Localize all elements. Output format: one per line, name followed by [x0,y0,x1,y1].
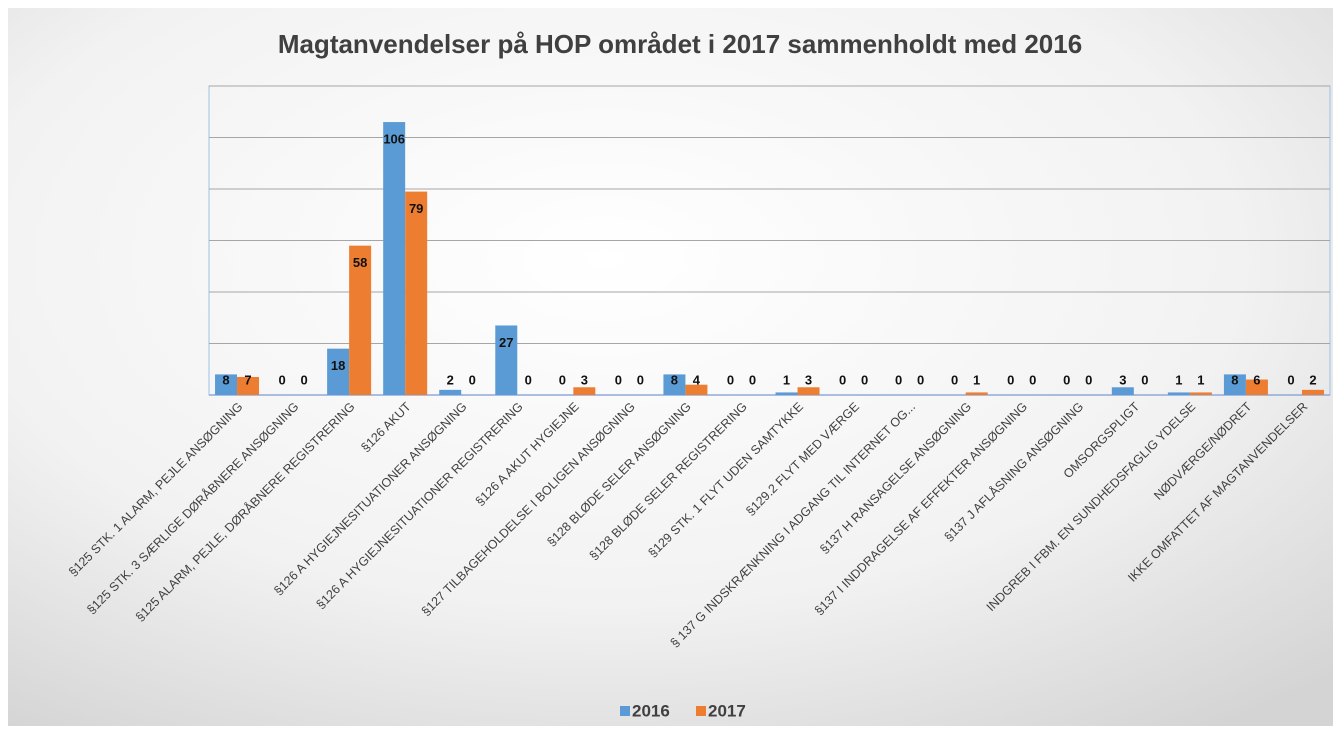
data-label: 0 [727,372,734,387]
data-label: 0 [1141,372,1148,387]
data-label: 0 [749,372,756,387]
data-label: 1 [1175,372,1182,387]
data-label: 0 [559,372,566,387]
data-label: 0 [951,372,958,387]
data-label: 79 [409,201,423,216]
bar [383,122,406,396]
legend-swatch [696,706,706,716]
bar [405,191,428,395]
data-label: 2 [1309,372,1316,387]
bar [327,348,350,395]
data-label: 58 [353,255,367,270]
bar [215,374,238,395]
data-label: 0 [525,372,532,387]
data-label: 0 [615,372,622,387]
bar [1189,392,1212,395]
data-label: 0 [895,372,902,387]
data-label: 8 [1231,372,1238,387]
bar [663,374,686,395]
data-label: 1 [783,372,790,387]
data-label: 0 [917,372,924,387]
legend-swatch [620,706,630,716]
data-label: 8 [222,372,229,387]
bar [775,392,798,395]
data-label: 4 [693,372,701,387]
data-label: 0 [300,372,307,387]
data-label: 0 [861,372,868,387]
data-label: 0 [278,372,285,387]
bar [349,245,372,395]
data-label: 0 [1063,372,1070,387]
bar [1245,379,1268,395]
data-label: 0 [469,372,476,387]
bar [1301,389,1324,395]
data-label: 0 [1029,372,1036,387]
data-label: 3 [805,372,812,387]
data-label: 1 [973,372,980,387]
bar [1167,392,1190,395]
data-label: 1 [1197,372,1204,387]
bar [1223,374,1246,395]
data-label: 2 [447,372,454,387]
data-label: 106 [383,131,405,146]
data-label: 3 [1119,372,1126,387]
bar [439,389,462,395]
data-label: 6 [1253,372,1260,387]
legend-label: 2017 [708,701,746,720]
data-label: 3 [581,372,588,387]
chart-title: Magtanvendelser på HOP området i 2017 sa… [278,29,1082,59]
bar [797,387,820,395]
data-label: 27 [499,335,513,350]
data-label: 0 [637,372,644,387]
data-label: 18 [331,358,345,373]
bar [495,325,518,395]
data-label: 0 [1287,372,1294,387]
legend-label: 2016 [632,701,670,720]
legend: 2016 2017 [620,701,746,720]
data-label: 8 [671,372,678,387]
chart-background [8,8,1333,726]
data-label: 0 [1007,372,1014,387]
bar [685,384,708,395]
bar [1111,387,1134,395]
data-label: 0 [1085,372,1092,387]
data-label: 7 [244,372,251,387]
bar [573,387,596,395]
bar [965,392,988,395]
data-label: 0 [839,372,846,387]
bar [237,376,260,395]
